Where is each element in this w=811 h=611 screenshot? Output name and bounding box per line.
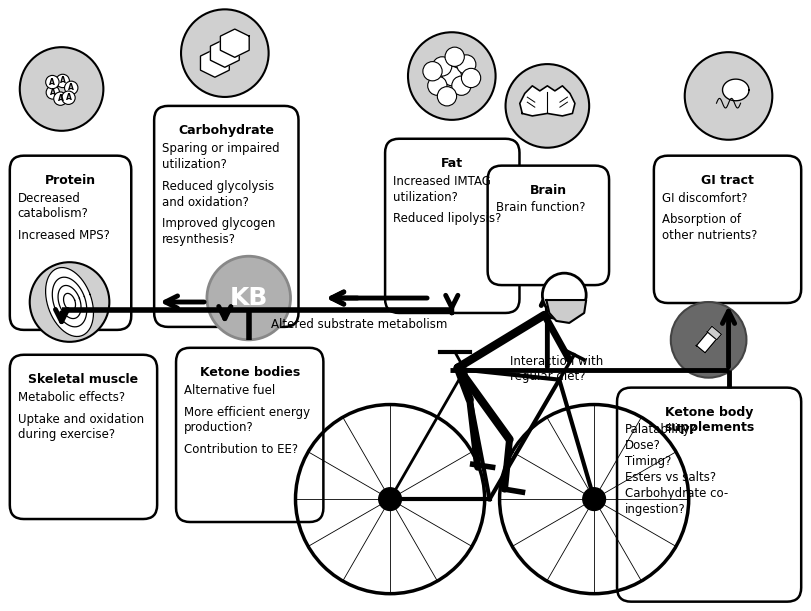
Text: Fat: Fat bbox=[440, 156, 463, 170]
Text: catabolism?: catabolism? bbox=[18, 208, 88, 221]
Circle shape bbox=[542, 273, 586, 317]
Text: KB: KB bbox=[230, 286, 268, 310]
Text: Reduced glycolysis: Reduced glycolysis bbox=[162, 180, 274, 192]
Circle shape bbox=[62, 91, 75, 104]
Text: Absorption of: Absorption of bbox=[661, 213, 740, 227]
Text: other nutrients?: other nutrients? bbox=[661, 229, 757, 243]
Circle shape bbox=[30, 262, 109, 342]
Circle shape bbox=[423, 62, 442, 81]
Text: Ketone bodies: Ketone bodies bbox=[200, 366, 299, 379]
Circle shape bbox=[432, 57, 451, 76]
Text: Reduced lipolysis?: Reduced lipolysis? bbox=[393, 213, 501, 225]
Text: A: A bbox=[49, 78, 55, 87]
Text: A: A bbox=[68, 83, 74, 92]
Polygon shape bbox=[696, 327, 720, 353]
Text: Increased MPS?: Increased MPS? bbox=[18, 229, 109, 243]
Text: More efficient energy: More efficient energy bbox=[184, 406, 310, 419]
Circle shape bbox=[46, 86, 59, 99]
Text: GI tract: GI tract bbox=[700, 174, 753, 186]
Circle shape bbox=[456, 55, 475, 74]
Text: utilization?: utilization? bbox=[162, 158, 227, 170]
FancyBboxPatch shape bbox=[616, 387, 800, 602]
Text: ingestion?: ingestion? bbox=[624, 503, 685, 516]
FancyBboxPatch shape bbox=[154, 106, 298, 327]
Circle shape bbox=[444, 47, 464, 67]
Text: Altered substrate metabolism: Altered substrate metabolism bbox=[270, 318, 446, 331]
Circle shape bbox=[407, 32, 495, 120]
Circle shape bbox=[684, 52, 771, 140]
Polygon shape bbox=[210, 39, 239, 67]
Text: A: A bbox=[58, 94, 63, 103]
Circle shape bbox=[54, 92, 67, 105]
Text: GI discomfort?: GI discomfort? bbox=[661, 191, 746, 205]
Circle shape bbox=[427, 76, 446, 95]
Text: Improved glycogen: Improved glycogen bbox=[162, 218, 275, 230]
Text: Uptake and oxidation: Uptake and oxidation bbox=[18, 412, 144, 425]
Text: Skeletal muscle: Skeletal muscle bbox=[28, 373, 139, 386]
Polygon shape bbox=[200, 49, 229, 77]
Text: Ketone body
supplements: Ketone body supplements bbox=[663, 406, 753, 434]
Text: during exercise?: during exercise? bbox=[18, 428, 115, 441]
Circle shape bbox=[451, 76, 470, 95]
Circle shape bbox=[19, 47, 103, 131]
Text: A: A bbox=[60, 76, 66, 86]
Text: Carbohydrate co-: Carbohydrate co- bbox=[624, 487, 727, 500]
Polygon shape bbox=[519, 86, 574, 116]
Circle shape bbox=[461, 68, 480, 87]
Polygon shape bbox=[220, 29, 249, 57]
Circle shape bbox=[64, 81, 78, 95]
Circle shape bbox=[378, 488, 401, 510]
Circle shape bbox=[207, 256, 290, 340]
Circle shape bbox=[442, 67, 461, 86]
Text: resynthesis?: resynthesis? bbox=[162, 233, 236, 246]
Circle shape bbox=[437, 87, 456, 106]
Text: and oxidation?: and oxidation? bbox=[162, 196, 249, 208]
Text: production?: production? bbox=[184, 422, 254, 434]
Circle shape bbox=[45, 75, 59, 89]
FancyBboxPatch shape bbox=[487, 166, 608, 285]
FancyBboxPatch shape bbox=[176, 348, 323, 522]
Text: Carbohydrate: Carbohydrate bbox=[178, 124, 274, 137]
Text: A: A bbox=[49, 88, 56, 97]
FancyBboxPatch shape bbox=[10, 156, 131, 330]
Polygon shape bbox=[45, 268, 93, 337]
Text: Brain: Brain bbox=[529, 183, 566, 197]
Text: Palatability?: Palatability? bbox=[624, 423, 696, 436]
Text: Esters vs salts?: Esters vs salts? bbox=[624, 471, 715, 485]
Polygon shape bbox=[722, 79, 748, 101]
Text: Brain function?: Brain function? bbox=[495, 202, 585, 214]
Text: utilization?: utilization? bbox=[393, 191, 457, 203]
Text: Contribution to EE?: Contribution to EE? bbox=[184, 444, 298, 456]
Text: Interaction with
regular diet?: Interaction with regular diet? bbox=[508, 355, 602, 382]
Polygon shape bbox=[546, 300, 586, 323]
Text: Alternative fuel: Alternative fuel bbox=[184, 384, 275, 397]
Text: Dose?: Dose? bbox=[624, 439, 660, 452]
FancyBboxPatch shape bbox=[653, 156, 800, 303]
Circle shape bbox=[670, 302, 745, 378]
Circle shape bbox=[181, 9, 268, 97]
Circle shape bbox=[582, 488, 605, 510]
Text: A: A bbox=[66, 93, 71, 102]
FancyBboxPatch shape bbox=[10, 355, 157, 519]
Circle shape bbox=[505, 64, 589, 148]
Text: Increased IMTAG: Increased IMTAG bbox=[393, 175, 491, 188]
Text: Protein: Protein bbox=[45, 174, 96, 186]
Text: Sparing or impaired: Sparing or impaired bbox=[162, 142, 280, 155]
Text: Decreased: Decreased bbox=[18, 191, 80, 205]
Text: Metabolic effects?: Metabolic effects? bbox=[18, 390, 125, 404]
FancyBboxPatch shape bbox=[384, 139, 519, 313]
Text: Timing?: Timing? bbox=[624, 455, 671, 468]
Circle shape bbox=[56, 75, 69, 87]
Polygon shape bbox=[706, 326, 720, 340]
